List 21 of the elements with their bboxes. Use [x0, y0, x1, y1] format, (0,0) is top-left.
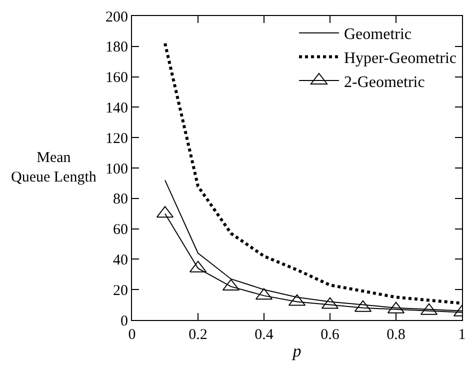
y-tick-label: 0	[120, 313, 128, 330]
legend-label: Hyper-Geometric	[344, 50, 457, 67]
y-tick-label: 120	[106, 130, 128, 147]
y-axis-title: Mean Queue Length	[11, 150, 97, 186]
y-tick-label: 80	[113, 192, 128, 208]
x-tick-label: 0.8	[386, 327, 406, 343]
x-tick-label: 0.4	[254, 327, 274, 343]
x-tick-label: 0.2	[188, 327, 208, 343]
y-tick-label: 20	[113, 282, 128, 299]
y-tick-label: 40	[113, 252, 128, 268]
y-tick-label: 140	[106, 100, 128, 116]
legend-label: 2-Geometric	[344, 74, 425, 91]
x-axis-title: p	[292, 341, 302, 360]
x-tick-label: 1	[458, 327, 466, 343]
y-tick-label: 200	[106, 9, 128, 26]
y-tick-label: 180	[106, 40, 128, 56]
y-tick-label: 100	[106, 161, 128, 178]
y-tick-label: 60	[113, 222, 128, 238]
y-tick-label: 160	[106, 70, 128, 86]
x-tick-label: 0.6	[320, 327, 340, 343]
legend-label: Geometric	[344, 26, 412, 44]
